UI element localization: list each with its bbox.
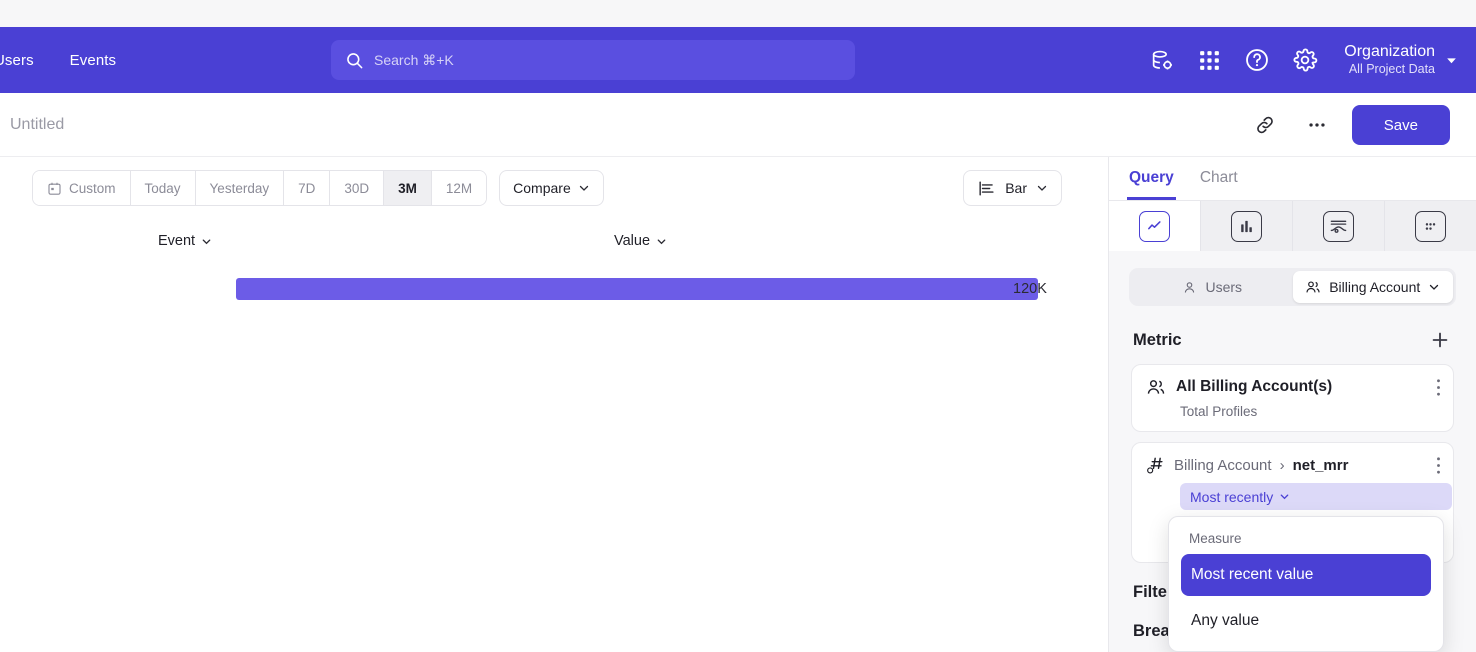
nav-links: Users Events [0, 46, 120, 75]
plus-icon[interactable] [1428, 328, 1452, 352]
compare-label: Compare [513, 180, 571, 196]
search-placeholder: Search ⌘+K [374, 51, 454, 68]
data-sources-icon[interactable] [1150, 48, 1175, 73]
apps-grid-icon[interactable] [1197, 48, 1222, 73]
date-range-custom-label: Custom [69, 180, 116, 196]
date-range-yesterday[interactable]: Yesterday [195, 171, 285, 205]
organization-name: Organization [1344, 43, 1435, 61]
panel-tabs: Query Chart [1109, 157, 1476, 201]
date-range-today[interactable]: Today [130, 171, 196, 205]
search-input[interactable]: Search ⌘+K [331, 40, 855, 80]
path-separator-icon: › [1279, 456, 1285, 474]
nav-link-events[interactable]: Events [69, 51, 117, 69]
date-range-7d[interactable]: 7D [284, 171, 331, 205]
column-header-event[interactable]: Event [158, 233, 212, 249]
user-icon [1182, 280, 1197, 295]
trend-line-icon[interactable] [1109, 201, 1201, 251]
help-circle-icon[interactable] [1244, 47, 1270, 73]
metric-section-header: Metric [1109, 306, 1476, 364]
browser-top-strip [0, 0, 1476, 27]
date-range-segmented-control: Custom Today Yesterday 7D 30D 3M 12M [32, 170, 488, 206]
entity-toggle-billing-account-label: Billing Account [1329, 279, 1421, 295]
metric-card-title: All Billing Account(s) [1176, 378, 1333, 395]
metric-card-all-billing-accounts[interactable]: All Billing Account(s) Total Profiles [1131, 364, 1454, 432]
nav-link-users[interactable]: Users [0, 51, 34, 69]
filter-section-title: Filter [1133, 583, 1174, 601]
chevron-down-icon [201, 236, 212, 247]
ellipsis-icon[interactable] [1300, 108, 1334, 142]
metric-card-path-prefix: Billing Account [1174, 456, 1272, 474]
bar-track [236, 278, 1038, 300]
calendar-icon [47, 181, 62, 196]
entity-toggle-users[interactable]: Users [1132, 271, 1293, 303]
measure-chip-label: Most recently [1190, 488, 1274, 505]
chart-bar-rows: Account Snapshot 120K [0, 263, 1108, 305]
link-icon[interactable] [1248, 108, 1282, 142]
column-header-event-label: Event [158, 233, 196, 249]
date-range-30d[interactable]: 30D [330, 171, 385, 205]
document-titlebar: Untitled Save [0, 93, 1476, 157]
date-range-12m[interactable]: 12M [431, 171, 487, 205]
measure-dropdown-menu: Measure Most recent value Any value [1168, 516, 1444, 652]
chart-toolbar: Custom Today Yesterday 7D 30D 3M 12M Com… [0, 157, 1108, 219]
search-icon [345, 51, 364, 70]
organization-selector[interactable]: Organization All Project Data [1344, 42, 1458, 78]
chevron-down-icon [1445, 54, 1458, 67]
metric-card-path-row: Billing Account › net_mrr [1146, 455, 1439, 475]
nav-right-actions: Organization All Project Data [1150, 27, 1458, 93]
chevron-down-icon [578, 182, 590, 194]
organization-subtitle: All Project Data [1348, 62, 1435, 77]
titlebar-actions: Save [1248, 93, 1450, 157]
chart-type-label: Bar [1005, 180, 1027, 196]
primary-navbar: Users Events Search ⌘+K [0, 27, 1476, 93]
funnel-flow-icon[interactable] [1293, 201, 1385, 251]
horizontal-bar-icon [977, 179, 996, 198]
date-range-custom[interactable]: Custom [33, 171, 131, 205]
chart-type-dropdown[interactable]: Bar [963, 170, 1062, 206]
measure-option-any-value[interactable]: Any value [1191, 612, 1260, 629]
kebab-menu-icon[interactable] [1436, 378, 1441, 397]
users-group-icon [1146, 377, 1166, 397]
date-range-3m[interactable]: 3M [384, 171, 432, 205]
compare-dropdown[interactable]: Compare [499, 170, 604, 206]
organization-text: Organization All Project Data [1344, 42, 1435, 78]
entity-toggle-users-label: Users [1205, 279, 1243, 295]
chart-column-headers: Event Value [0, 219, 1108, 263]
chevron-down-icon [1279, 491, 1290, 502]
main-content: Custom Today Yesterday 7D 30D 3M 12M Com… [0, 157, 1109, 652]
analysis-type-selector [1109, 201, 1476, 251]
chevron-down-icon [1036, 182, 1048, 194]
property-hash-icon [1146, 455, 1166, 475]
tab-chart[interactable]: Chart [1199, 169, 1238, 186]
bar-fill [236, 278, 1038, 300]
measure-option-most-recent-value[interactable]: Most recent value [1181, 554, 1431, 596]
document-title-input[interactable]: Untitled [10, 115, 65, 133]
column-header-value-label: Value [614, 233, 651, 249]
column-header-value[interactable]: Value [614, 233, 667, 249]
users-group-icon [1305, 279, 1321, 295]
retention-grid-icon[interactable] [1385, 201, 1476, 251]
bar-chart-icon[interactable] [1201, 201, 1293, 251]
entity-toggle: Users Billing Account [1129, 268, 1456, 306]
tab-query[interactable]: Query [1127, 169, 1176, 200]
measure-chip[interactable]: Most recently [1180, 483, 1452, 510]
entity-toggle-billing-account[interactable]: Billing Account [1292, 271, 1453, 303]
metric-card-title-row: All Billing Account(s) [1146, 377, 1439, 397]
table-row[interactable]: Account Snapshot 120K [0, 273, 1108, 305]
metric-section-title: Metric [1133, 330, 1182, 349]
chevron-down-icon [656, 236, 667, 247]
metric-card-subtitle: Total Profiles [1180, 404, 1258, 419]
chevron-down-icon [1428, 281, 1440, 293]
bar-row-value: 120K [1013, 281, 1047, 297]
kebab-menu-icon[interactable] [1436, 456, 1441, 475]
gear-icon[interactable] [1292, 47, 1318, 73]
measure-dropdown-group-label: Measure [1189, 531, 1242, 546]
metric-card-path-value: net_mrr [1292, 456, 1349, 474]
save-button[interactable]: Save [1351, 105, 1450, 145]
